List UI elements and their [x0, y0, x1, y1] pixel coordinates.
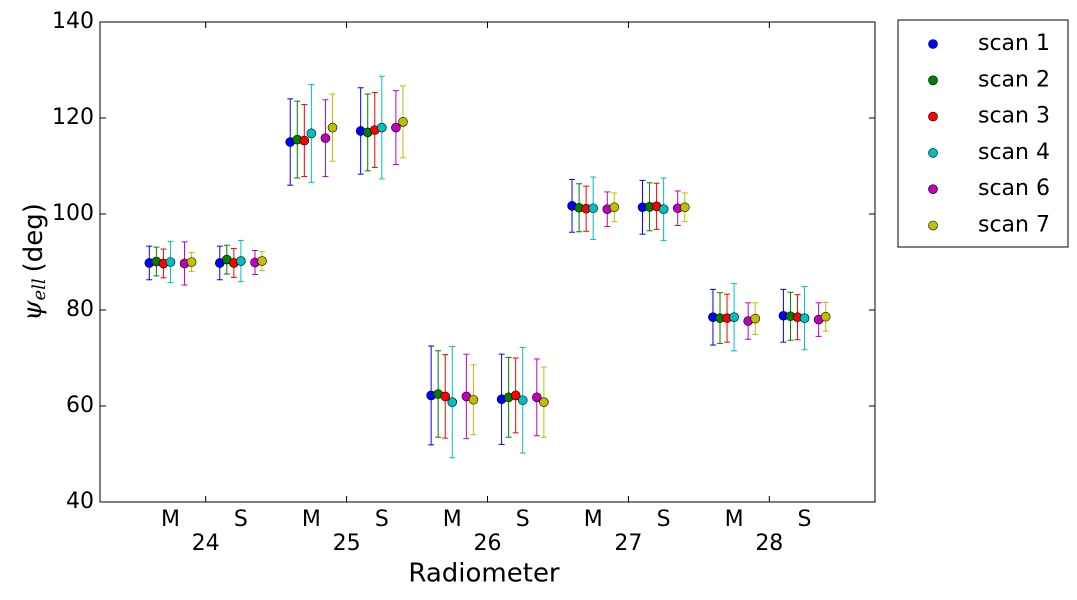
point [539, 397, 549, 407]
x-tick-label: M [161, 507, 180, 532]
group-label: 27 [614, 531, 642, 556]
point [729, 312, 739, 323]
group-label: 24 [192, 531, 220, 556]
legend-label: scan 2 [978, 67, 1050, 92]
x-tick-label: S [516, 507, 530, 532]
y-label-subscript: ell [29, 278, 50, 300]
y-label-symbol: ψ [18, 300, 48, 321]
y-tick-label: 120 [52, 105, 94, 130]
x-tick-label: S [657, 507, 671, 532]
point [306, 128, 317, 139]
group-label: 25 [333, 531, 361, 556]
point [517, 395, 528, 406]
legend-marker [928, 184, 938, 194]
legend-box [897, 19, 1069, 248]
y-tick-label: 100 [52, 201, 94, 226]
group-label: 28 [755, 531, 783, 556]
x-tick-label: S [375, 507, 389, 532]
x-tick-label: M [584, 507, 603, 532]
point [257, 256, 267, 266]
point [609, 202, 620, 213]
legend-marker [928, 75, 938, 86]
y-tick-label: 40 [66, 489, 94, 514]
point [820, 311, 831, 322]
point [320, 133, 331, 143]
point [510, 390, 521, 401]
point [468, 394, 479, 405]
point [588, 203, 598, 214]
point [799, 313, 810, 323]
x-tick-label: M [302, 507, 321, 532]
point [398, 117, 408, 127]
point [165, 257, 176, 267]
x-tick-label: M [443, 507, 462, 532]
legend-label: scan 6 [978, 176, 1050, 201]
point [679, 202, 690, 213]
legend-marker [928, 148, 938, 158]
y-tick-label: 60 [66, 393, 94, 418]
legend-label: scan 3 [978, 104, 1050, 129]
legend-marker [928, 220, 938, 231]
legend-label: scan 7 [978, 213, 1050, 238]
point [658, 204, 669, 214]
point [377, 122, 387, 133]
point [440, 391, 451, 402]
point [186, 257, 197, 267]
point [750, 313, 761, 324]
point [236, 256, 246, 266]
y-tick-label: 140 [52, 9, 94, 34]
legend-label: scan 1 [978, 31, 1050, 56]
y-axis-label: ψell (deg) [18, 203, 50, 321]
point [447, 397, 458, 407]
legend-marker [928, 39, 938, 49]
x-tick-label: S [234, 507, 248, 532]
legend-label: scan 4 [978, 140, 1050, 165]
y-tick-label: 80 [66, 297, 94, 322]
point [327, 122, 338, 133]
group-label: 26 [474, 531, 502, 556]
point [391, 122, 401, 133]
x-tick-label: S [798, 507, 812, 532]
y-label-unit: (deg) [19, 203, 49, 272]
point [299, 135, 310, 146]
x-axis-label: Radiometer [408, 559, 560, 589]
x-tick-label: M [725, 507, 744, 532]
point [532, 392, 542, 403]
legend-marker [928, 111, 938, 122]
